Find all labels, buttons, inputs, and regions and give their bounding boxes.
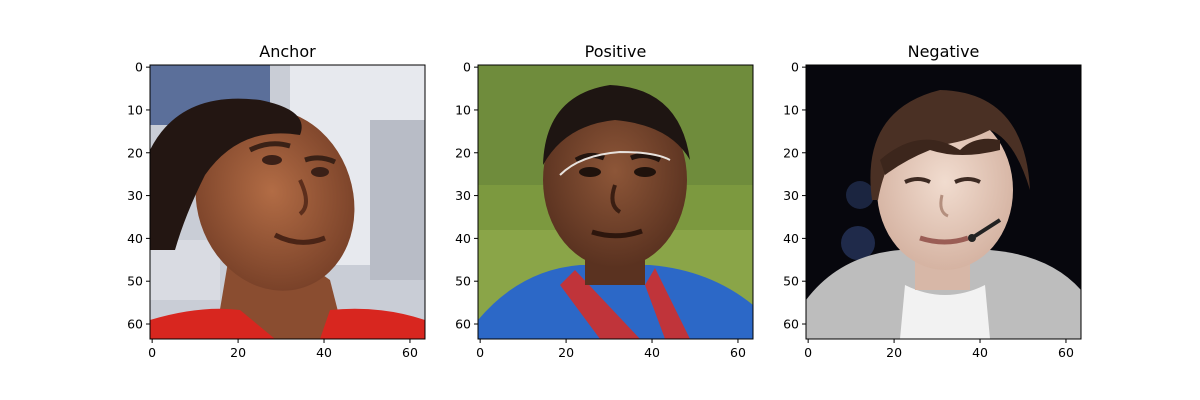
x-tick-label: 40	[316, 345, 332, 360]
y-tick-label: 30	[127, 188, 143, 203]
y-axis-positive: 0 10 20 30 40 50 60	[455, 60, 478, 332]
y-tick-label: 10	[127, 102, 143, 117]
x-tick-label: 60	[1058, 345, 1074, 360]
x-tick-label: 40	[644, 345, 660, 360]
y-tick-label: 20	[127, 145, 143, 160]
y-tick-label: 50	[783, 274, 799, 289]
y-tick-label: 20	[783, 145, 799, 160]
y-tick-label: 0	[135, 60, 143, 75]
y-tick-label: 60	[783, 317, 799, 332]
image-positive	[478, 65, 753, 339]
y-axis-negative: 0 10 20 30 40 50 60	[783, 60, 806, 332]
panel-title-anchor: Anchor	[259, 42, 316, 61]
y-tick-label: 60	[127, 317, 143, 332]
x-tick-label: 60	[730, 345, 746, 360]
y-tick-label: 40	[783, 231, 799, 246]
x-tick-label: 40	[972, 345, 988, 360]
x-axis-negative: 0 20 40 60	[804, 339, 1074, 360]
y-tick-label: 30	[783, 188, 799, 203]
y-axis-anchor: 0 10 20 30 40 50 60	[127, 60, 150, 332]
x-tick-label: 20	[886, 345, 902, 360]
x-tick-label: 0	[804, 345, 812, 360]
image-anchor	[150, 65, 425, 339]
y-tick-label: 60	[455, 317, 471, 332]
y-tick-label: 40	[455, 231, 471, 246]
y-tick-label: 40	[127, 231, 143, 246]
panel-positive: Positive 0 20 40 60	[455, 42, 754, 360]
x-tick-label: 20	[230, 345, 246, 360]
image-negative	[806, 65, 1081, 339]
x-axis-positive: 0 20 40 60	[476, 339, 746, 360]
x-tick-label: 0	[148, 345, 156, 360]
y-tick-label: 0	[791, 60, 799, 75]
y-tick-label: 50	[127, 274, 143, 289]
panel-title-positive: Positive	[585, 42, 647, 61]
y-tick-label: 0	[463, 60, 471, 75]
x-axis-anchor: 0 20 40 60	[148, 339, 418, 360]
x-tick-label: 60	[402, 345, 418, 360]
x-tick-label: 20	[558, 345, 574, 360]
x-tick-label: 0	[476, 345, 484, 360]
panel-title-negative: Negative	[908, 42, 980, 61]
y-tick-label: 10	[783, 102, 799, 117]
y-tick-label: 10	[455, 102, 471, 117]
y-tick-label: 30	[455, 188, 471, 203]
y-tick-label: 50	[455, 274, 471, 289]
y-tick-label: 20	[455, 145, 471, 160]
